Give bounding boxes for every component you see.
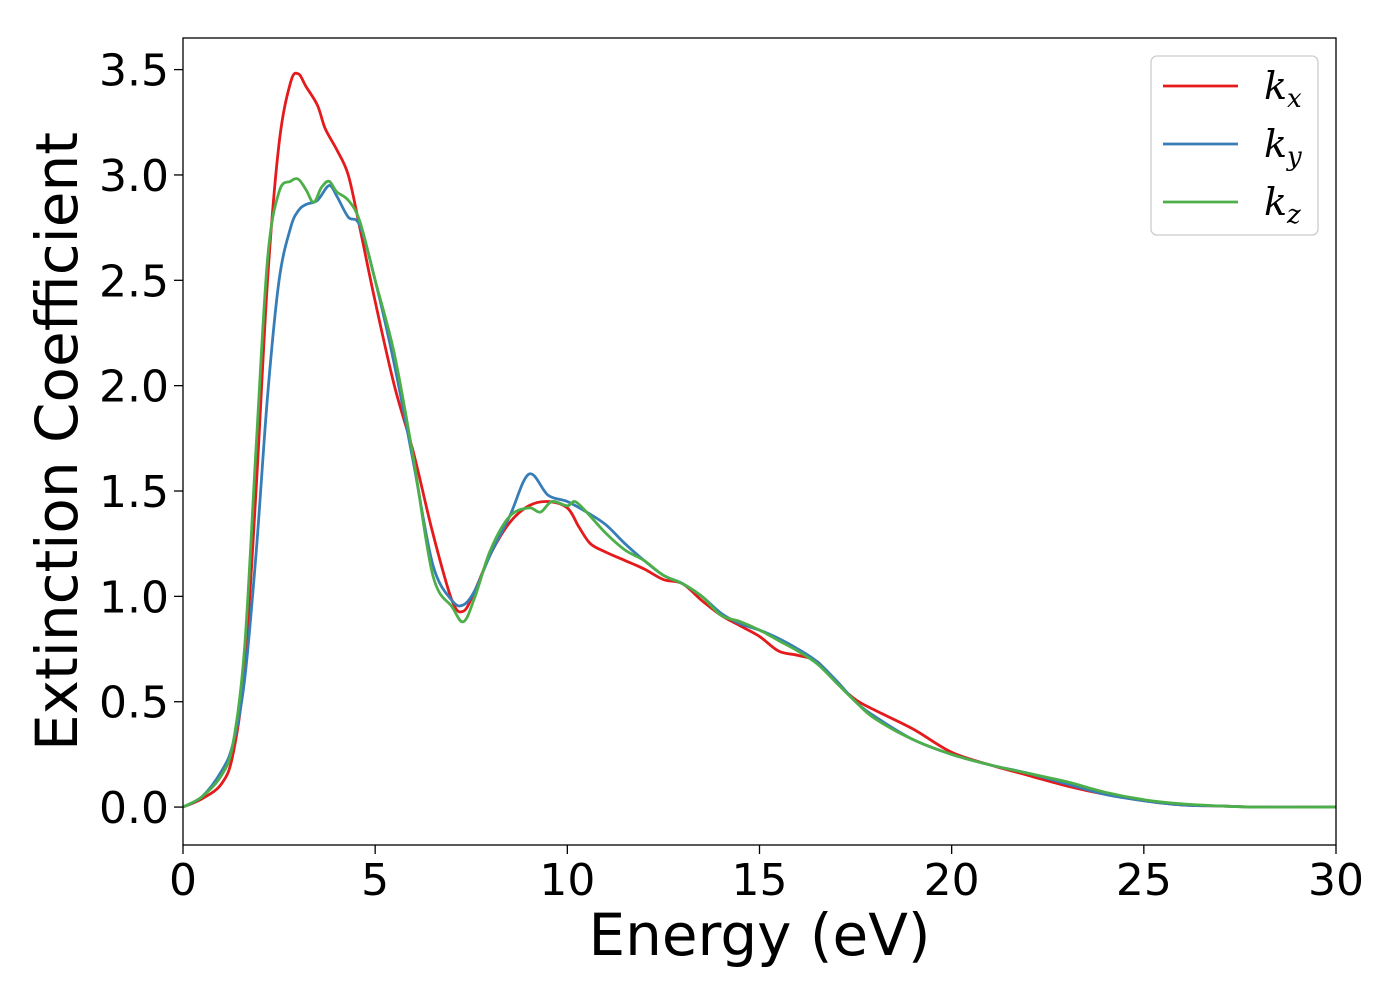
ticks-layer: 0 5 10 15 20 25 30 0.0 0.5 1.0 1.5 2.0 2.5 3.0 3.5 bbox=[99, 46, 1364, 906]
legend-label-x: kx bbox=[1264, 64, 1302, 114]
y-tick-label: 2.5 bbox=[99, 256, 169, 307]
series-layer bbox=[182, 71, 1337, 809]
x-tick-label: 15 bbox=[732, 855, 788, 906]
legend-label-z: kz bbox=[1264, 180, 1301, 230]
y-tick-label: 1.5 bbox=[99, 467, 169, 518]
x-tick-label: 0 bbox=[169, 855, 197, 906]
y-tick-label: 3.0 bbox=[99, 151, 169, 202]
legend-label-subscript: x bbox=[1287, 84, 1302, 114]
legend-label-subscript: y bbox=[1286, 142, 1302, 172]
y-axis-label: Extinction Coefficient bbox=[23, 132, 91, 751]
x-axis-label: Energy (eV) bbox=[588, 901, 930, 969]
x-tick-label: 10 bbox=[539, 855, 595, 906]
y-tick-label: 3.5 bbox=[99, 46, 169, 97]
y-tick-label: 0.0 bbox=[99, 783, 169, 834]
legend-label-main: k bbox=[1264, 64, 1287, 108]
y-tick-label: 1.0 bbox=[99, 572, 169, 623]
legend-label-main: k bbox=[1264, 180, 1287, 224]
y-tick-label: 2.0 bbox=[99, 362, 169, 413]
legend-label-main: k bbox=[1264, 122, 1287, 166]
x-tick-label: 30 bbox=[1308, 855, 1364, 906]
legend-box bbox=[1150, 55, 1319, 236]
series-line-z bbox=[182, 177, 1337, 809]
series-line-y bbox=[182, 184, 1337, 809]
x-tick-label: 5 bbox=[361, 855, 389, 906]
legend-label-y: ky bbox=[1264, 122, 1302, 172]
x-tick-label: 25 bbox=[1116, 855, 1172, 906]
y-tick-label: 0.5 bbox=[99, 678, 169, 729]
legend-label-subscript: z bbox=[1286, 200, 1301, 230]
x-tick-label: 20 bbox=[924, 855, 980, 906]
